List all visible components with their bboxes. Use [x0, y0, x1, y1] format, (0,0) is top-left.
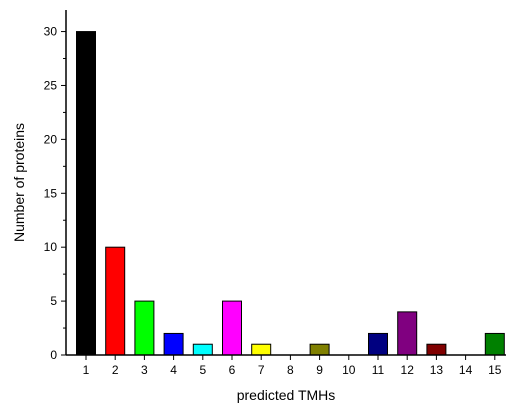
x-tick-label: 10 [342, 363, 356, 377]
x-tick-label: 11 [372, 363, 385, 377]
x-tick-label: 7 [258, 363, 265, 377]
y-tick-label: 5 [50, 294, 57, 308]
x-tick-label: 3 [141, 363, 148, 377]
bar-12 [397, 311, 418, 356]
bar-7 [251, 343, 272, 356]
bar-1 [76, 31, 96, 356]
y-tick-label: 30 [44, 25, 58, 39]
bar-3 [134, 300, 155, 356]
x-tick-label: 4 [170, 363, 177, 377]
bar-15 [484, 332, 505, 356]
x-tick-label: 2 [112, 363, 119, 377]
x-tick-label: 1 [83, 363, 90, 377]
x-tick-label: 5 [199, 363, 206, 377]
y-tick-label: 15 [44, 186, 58, 200]
x-tick-label: 12 [401, 363, 415, 377]
bar-9 [309, 343, 330, 356]
y-tick-label: 25 [44, 78, 58, 92]
y-tick-label: 0 [50, 348, 57, 362]
bar-6 [222, 300, 242, 356]
x-tick-label: 8 [287, 363, 294, 377]
x-axis-title: predicted TMHs [237, 387, 336, 403]
x-tick-label: 6 [229, 363, 236, 377]
y-axis-title: Number of proteins [11, 123, 27, 242]
bars-group [76, 31, 505, 356]
bar-4 [163, 332, 184, 356]
bar-11 [368, 332, 388, 356]
x-tick-label: 14 [459, 363, 473, 377]
bar-13 [426, 343, 447, 356]
x-tick-label: 15 [488, 363, 502, 377]
x-ticks-group: 1 2 3 4 5 6 7 8 9 10 11 12 13 14 15 [83, 355, 502, 377]
y-tick-label: 20 [44, 132, 58, 146]
x-tick-label: 13 [430, 363, 444, 377]
bar-5 [192, 343, 213, 356]
y-ticks-group: 0 5 10 15 20 25 30 [44, 25, 66, 362]
x-tick-label: 9 [316, 363, 323, 377]
bar-2 [105, 246, 126, 356]
y-tick-label: 10 [44, 240, 58, 254]
